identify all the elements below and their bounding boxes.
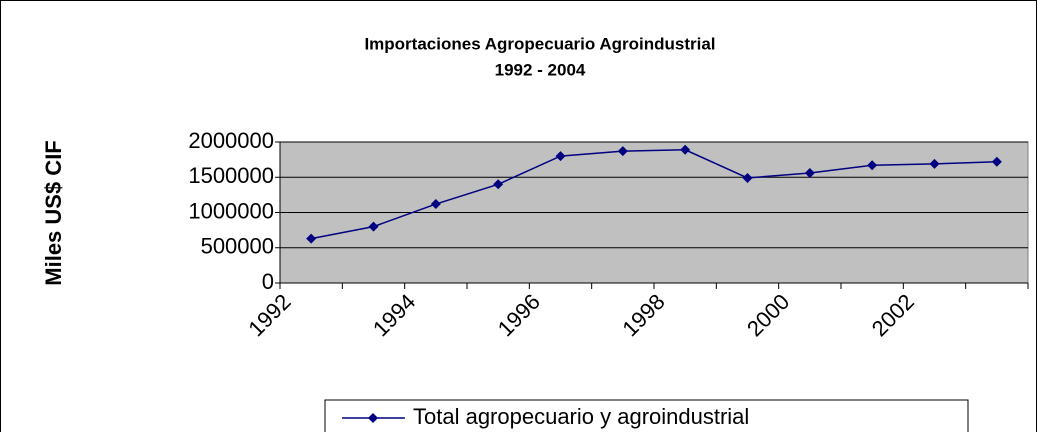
- legend: [324, 399, 969, 432]
- data-point: [306, 233, 317, 244]
- y-tick-label: 500000: [201, 234, 274, 259]
- data-point: [680, 144, 691, 155]
- data-point: [430, 199, 441, 210]
- data-point: [929, 158, 940, 169]
- y-tick-label: 2000000: [188, 128, 274, 153]
- data-point: [991, 156, 1002, 167]
- y-tick-label: 0: [262, 269, 274, 294]
- y-tick-label: 1000000: [188, 198, 274, 223]
- legend-label: Total agropecuario y agroindustrial: [413, 404, 749, 429]
- data-point: [493, 179, 504, 190]
- data-point: [617, 146, 628, 157]
- data-point: [555, 151, 566, 162]
- y-tick-label: 1500000: [188, 163, 274, 188]
- y-axis-label: Miles US$ CIF: [41, 140, 66, 285]
- data-point: [804, 168, 815, 179]
- data-point: [867, 160, 878, 171]
- data-point: [368, 221, 379, 232]
- chart-subtitle: 1992 - 2004: [495, 60, 586, 79]
- data-point: [742, 172, 753, 183]
- legend-marker: [368, 413, 378, 423]
- series-line: [311, 149, 997, 240]
- chart-title: Importaciones Agropecuario Agroindustria…: [364, 34, 715, 53]
